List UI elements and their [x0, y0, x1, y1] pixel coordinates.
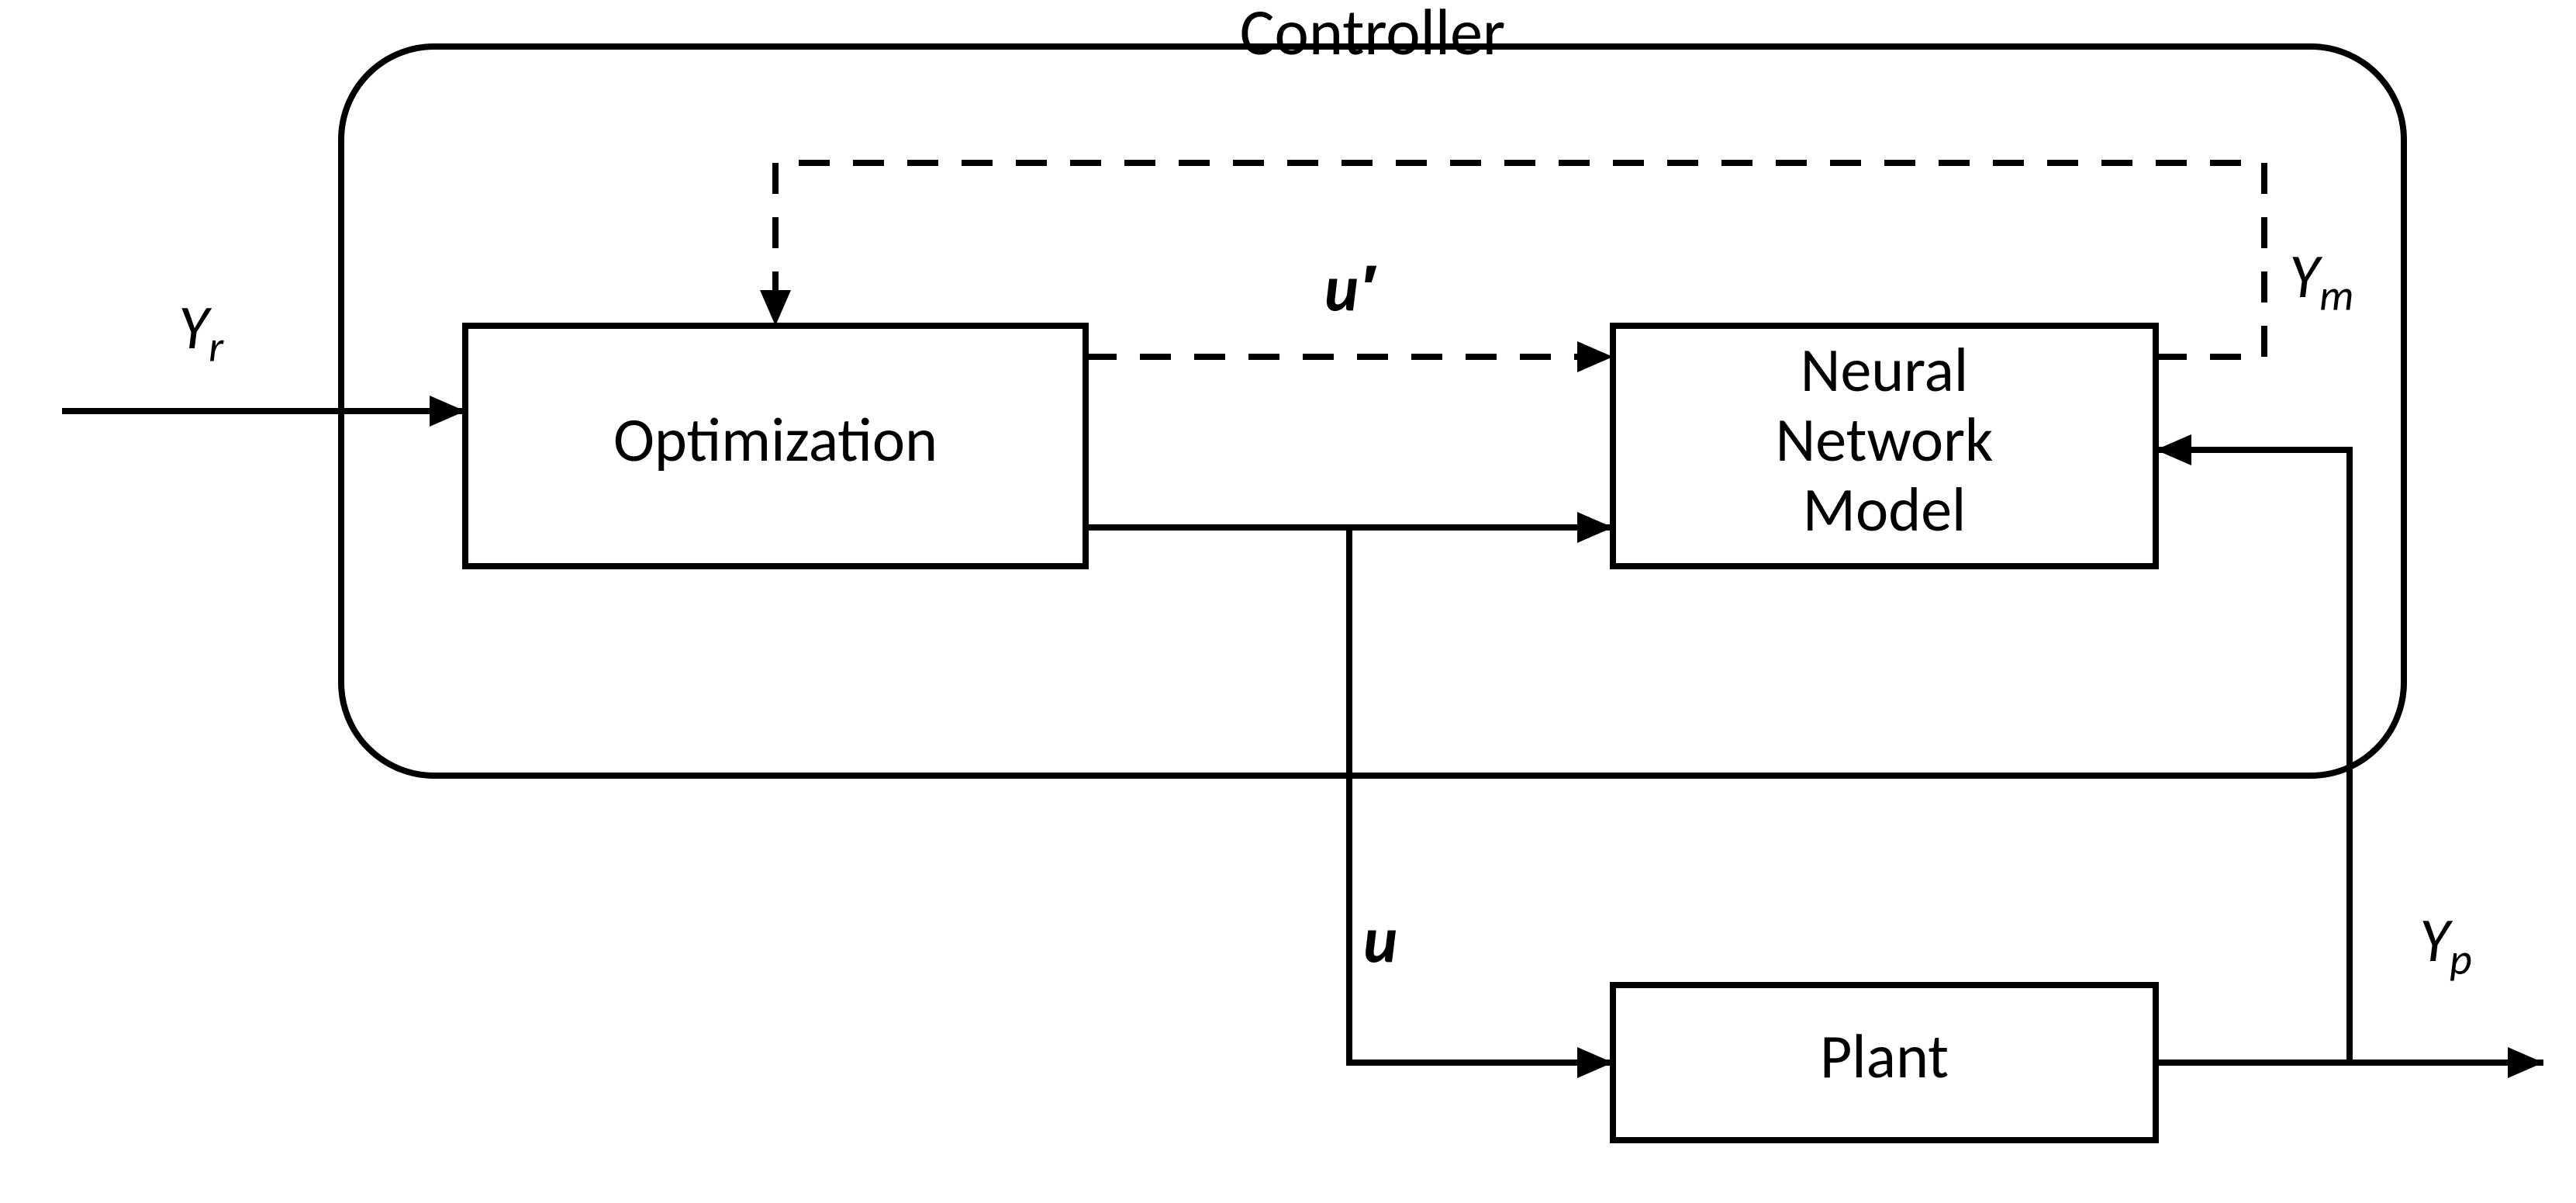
nn_model-label-line-0: Neural: [1801, 333, 1968, 408]
Yr: Yr: [178, 290, 224, 374]
u_prime: u′: [1324, 248, 1377, 328]
Ym: Ym: [2289, 239, 2353, 323]
plant-label: Plant: [1820, 1019, 1949, 1094]
optimization-label: Optimization: [613, 403, 938, 478]
controller-title: Controller: [1240, 0, 1505, 72]
nn_model-label-line-2: Model: [1803, 472, 1967, 548]
edge-yp-to-nn: [2156, 450, 2350, 1063]
u: u: [1363, 900, 1397, 980]
nn_model-label-line-1: Network: [1776, 403, 1994, 478]
Yp: Yp: [2419, 903, 2472, 987]
edge-tee-to-plant: [1349, 527, 1613, 1063]
